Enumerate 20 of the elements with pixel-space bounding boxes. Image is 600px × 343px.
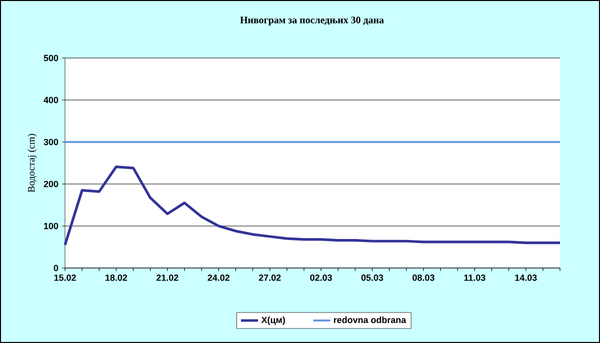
x-tick-label: 05.03 bbox=[361, 274, 384, 281]
x-tick-label: 27.02 bbox=[258, 274, 281, 281]
y-axis-title: Водостај (cm) bbox=[28, 134, 37, 192]
x-tick-label: 24.02 bbox=[208, 274, 230, 281]
y-tick-label: 300 bbox=[44, 138, 58, 146]
y-tick-label: 400 bbox=[44, 96, 58, 104]
x-tick-label: 11.03 bbox=[464, 274, 486, 281]
x-tick-label: 18.02 bbox=[106, 274, 128, 281]
x-tick-label: 08.03 bbox=[412, 274, 434, 281]
chart-title: Нивограм за последњих 30 дана bbox=[240, 16, 384, 26]
x-tick-label: 14.03 bbox=[515, 274, 537, 281]
legend-label: X(цм) bbox=[261, 316, 285, 325]
legend-label: redovna odbrana bbox=[334, 316, 406, 324]
x-tick-label: 02.03 bbox=[310, 274, 332, 281]
x-tick-label: 21.02 bbox=[156, 274, 178, 281]
y-tick-label: 200 bbox=[44, 180, 58, 188]
y-tick-label: 0 bbox=[54, 264, 58, 272]
y-tick-label: 100 bbox=[44, 222, 58, 230]
x-tick-label: 15.02 bbox=[54, 274, 76, 281]
y-tick-label: 500 bbox=[44, 54, 58, 62]
